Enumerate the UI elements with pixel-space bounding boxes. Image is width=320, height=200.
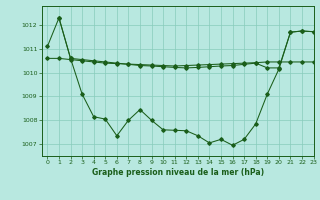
X-axis label: Graphe pression niveau de la mer (hPa): Graphe pression niveau de la mer (hPa) [92, 168, 264, 177]
